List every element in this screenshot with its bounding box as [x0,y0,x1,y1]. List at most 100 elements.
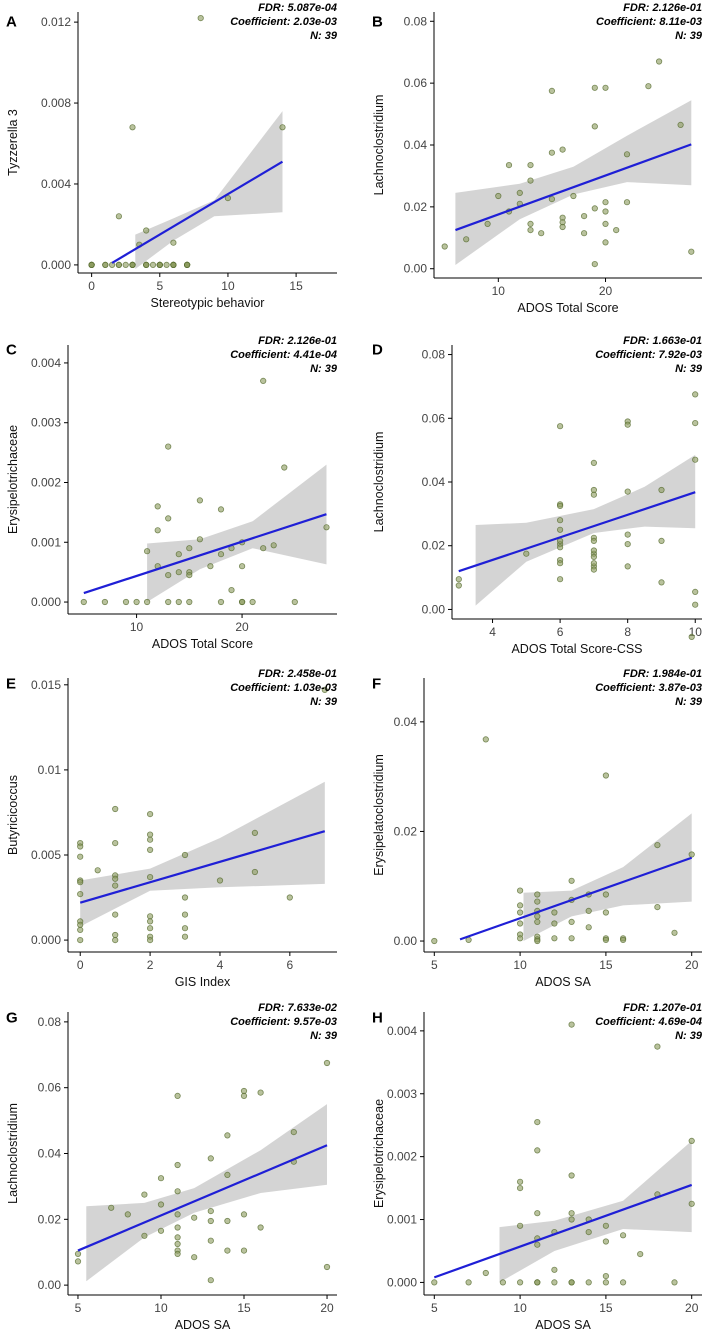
fdr-text-b: FDR: 2.126e-01 [623,2,702,14]
x-tick-label-a-0: 0 [88,279,95,293]
data-point-d-37 [658,537,665,545]
data-point-g-34 [257,1224,264,1231]
points-h [431,1021,695,1286]
data-point-e-15 [112,882,119,889]
data-point-f-5 [516,909,524,916]
data-point-e-1 [77,843,84,850]
data-point-c-32 [249,598,256,606]
data-point-b-30 [602,220,609,227]
data-point-b-27 [602,199,609,206]
points-d [455,391,699,608]
data-point-b-32 [613,227,620,234]
x-tick-label-c-0: 10 [130,620,144,634]
y-tick-label-e-0: 0.000 [31,933,61,947]
data-point-g-31 [240,1211,248,1218]
n-text-f: N: 39 [675,696,703,708]
data-point-e-33 [181,933,189,940]
data-point-g-8 [157,1227,165,1234]
data-point-d-36 [692,601,699,608]
data-point-f-33 [619,936,627,944]
y-tick-label-b-4: 0.08 [404,14,428,28]
data-point-b-0 [441,243,448,250]
data-point-b-23 [591,205,598,212]
data-point-h-24 [585,1229,592,1236]
data-point-f-0 [431,937,438,945]
data-point-d-23 [590,560,598,567]
data-point-e-19 [147,810,154,818]
data-point-g-17 [174,1250,181,1258]
y-tick-label-b-3: 0.06 [404,76,428,90]
data-point-d-31 [658,486,665,494]
data-point-f-16 [534,937,541,945]
x-tick-label-f-0: 5 [431,958,438,972]
data-point-b-11 [527,162,534,169]
data-point-d-34 [692,456,699,463]
data-point-g-14 [174,1234,181,1241]
data-point-h-37 [688,1200,695,1207]
data-point-a-33 [279,124,286,131]
data-point-b-19 [559,223,566,231]
data-point-c-19 [186,571,193,579]
y-tick-label-h-3: 0.003 [387,1087,417,1101]
data-point-h-16 [551,1266,558,1273]
data-point-g-13 [174,1224,181,1231]
x-tick-label-a-2: 10 [221,279,235,293]
panel-a: A 0 5 10 15 0.000 0.004 0.008 0.012 Stereotypic b… [6,2,338,310]
data-point-c-18 [186,545,193,552]
data-point-h-35 [671,1279,678,1286]
data-point-g-30 [240,1092,248,1100]
data-point-b-20 [570,192,577,200]
x-tick-label-e-1: 2 [147,958,154,972]
coefficient-text-a: Coefficient: 2.03e-03 [230,16,337,28]
data-point-b-31 [602,239,609,246]
data-point-e-35 [251,829,258,837]
data-point-c-24 [217,598,225,606]
data-point-b-12 [538,230,545,237]
y-tick-label-f-2: 0.04 [394,715,418,729]
data-point-f-29 [602,909,610,916]
data-point-e-14 [112,875,119,882]
data-point-g-25 [224,1132,231,1139]
n-text-c: N: 39 [310,363,338,375]
n-text-a: N: 39 [310,30,338,42]
x-tick-label-b-1: 20 [599,284,613,298]
fdr-text-d: FDR: 1.663e-01 [623,335,702,347]
data-point-a-38 [170,261,177,268]
data-point-b-2 [484,220,491,227]
data-point-f-4 [516,902,524,909]
data-point-h-0 [431,1279,438,1286]
data-point-c-6 [154,503,161,510]
data-point-g-28 [224,1247,231,1254]
data-point-e-18 [112,936,119,944]
panel-f: F 5 10 15 20 0.00 0.02 0.04 ADOS SA Erysipelatocl… [372,633,703,989]
panel-c: C 10 20 0.000 0.001 0.002 0.003 0.004 ADOS Total… [6,335,338,651]
data-point-e-9 [77,936,84,944]
data-point-g-0 [74,1250,82,1258]
data-point-h-36 [688,1137,695,1145]
data-point-d-30 [658,579,665,586]
n-text-b: N: 39 [675,30,703,42]
data-point-h-26 [602,1222,610,1229]
data-point-h-2 [482,1269,489,1277]
data-point-c-29 [239,598,246,606]
data-point-b-38 [688,248,695,255]
y-tick-label-d-1: 0.02 [422,539,446,553]
data-point-g-20 [207,1155,214,1162]
x-tick-label-h-3: 20 [685,1301,699,1315]
data-point-g-33 [257,1089,264,1096]
data-point-f-28 [602,891,610,898]
data-point-g-9 [174,1092,181,1100]
coefficient-text-f: Coefficient: 3.87e-03 [595,682,702,694]
data-point-g-6 [157,1175,165,1182]
data-point-b-10 [527,220,534,227]
data-point-a-18 [143,261,150,268]
y-tick-label-g-4: 0.08 [38,1015,62,1029]
data-point-d-8 [556,544,564,551]
n-text-g: N: 39 [310,1030,338,1042]
data-point-f-2 [482,736,489,743]
x-axis-title-c: ADOS Total Score [152,637,253,651]
data-point-g-24 [207,1277,214,1284]
y-axis-title-a: Tyzzerella 3 [6,109,20,176]
